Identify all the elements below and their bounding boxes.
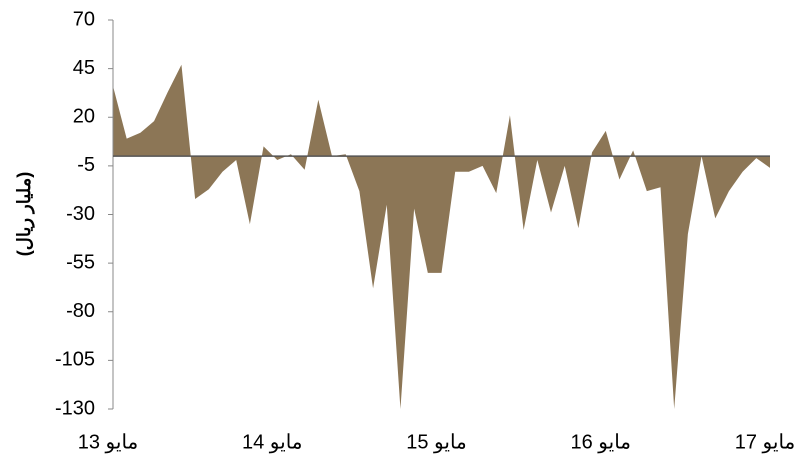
y-tick-label: -105: [55, 349, 95, 371]
x-tick-label: مايو 16: [570, 431, 631, 453]
x-tick-label: مايو 14: [242, 431, 303, 453]
y-tick-label: 45: [73, 57, 95, 79]
y-tick-label: -130: [55, 397, 95, 419]
x-tick-label: مايو 13: [78, 431, 139, 453]
y-axis-label: (مليار ريال): [14, 172, 35, 256]
y-tick-label: -5: [77, 154, 95, 176]
y-tick-label: 70: [73, 8, 95, 30]
x-tick-label: مايو 15: [406, 431, 467, 453]
y-tick-label: 20: [73, 106, 95, 128]
y-tick-label: -30: [66, 203, 95, 225]
area: [113, 64, 770, 410]
x-tick-label: مايو 17: [735, 431, 796, 453]
y-tick-label: -55: [66, 251, 95, 273]
y-tick-label: -80: [66, 300, 95, 322]
